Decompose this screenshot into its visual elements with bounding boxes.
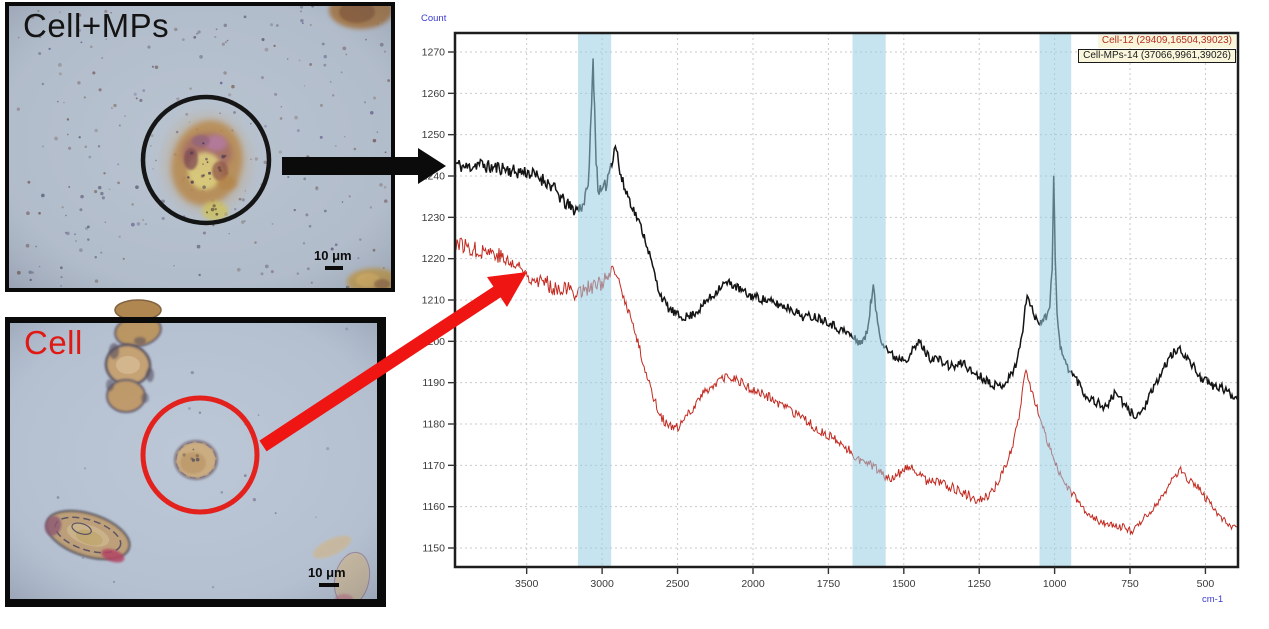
raman-chart: Count 1270 1260 1250 1240 1230 1220 1210 1200 11… — [405, 0, 1269, 629]
micrograph-cell-mps-panel: Cell+MPs 10 μm — [5, 2, 395, 292]
micrograph-cell-image — [10, 323, 377, 599]
x-tick-label: 1250 — [968, 578, 992, 590]
panel-label-cell: Cell — [24, 324, 83, 361]
x-tick-label: 2000 — [741, 578, 765, 590]
y-tick-label: 1150 — [422, 542, 445, 554]
y-tick-label: 1160 — [422, 501, 445, 513]
y-tick-label: 1190 — [422, 377, 445, 389]
x-tick-label: 1500 — [892, 578, 916, 590]
y-tick-label: 1170 — [422, 460, 445, 472]
vignette — [10, 323, 377, 599]
x-tick-label: 1750 — [817, 578, 841, 590]
highlight-band — [577, 33, 612, 567]
raman-chart-svg: 1270 1260 1250 1240 1230 1220 1210 1200 1190 1180… — [422, 31, 1240, 590]
highlight-bands — [577, 33, 1072, 567]
y-tick-label: 1210 — [422, 294, 446, 306]
x-tick-label: 500 — [1197, 578, 1215, 590]
legend-entry-cell-mps-14: Cell-MPs-14 (37066,9961,39026) — [1078, 48, 1236, 63]
micrograph-cell-panel: Cell 10 μm — [5, 317, 386, 607]
y-tick-label: 1220 — [422, 253, 446, 265]
x-axis-unit: cm-1 — [1202, 594, 1224, 605]
y-tick-label: 1260 — [422, 88, 446, 100]
vignette — [9, 6, 391, 288]
panel-label-cell-mps: Cell+MPs — [23, 7, 170, 44]
x-tick-label: 3000 — [590, 578, 614, 590]
scale-bar-label: 10 μm — [308, 565, 346, 580]
y-tick-label: 1250 — [422, 129, 446, 141]
highlight-band — [1039, 33, 1072, 567]
x-tick-label: 3500 — [515, 578, 539, 590]
y-tick-label: 1270 — [422, 47, 446, 59]
x-tick-label: 2500 — [666, 578, 690, 590]
scale-bar — [319, 583, 339, 587]
x-tick-label: 750 — [1121, 578, 1139, 590]
y-tick-label: 1180 — [422, 418, 445, 430]
legend-entry-cell-12: Cell-12 (29409,16504,39023) — [1097, 35, 1236, 48]
x-tick-label: 1000 — [1043, 578, 1067, 590]
y-tick-label: 1240 — [422, 170, 446, 182]
y-tick-label: 1230 — [422, 212, 446, 224]
scale-bar-label: 10 μm — [314, 248, 352, 263]
highlight-band — [852, 33, 886, 567]
y-tick-label: 1200 — [422, 336, 446, 348]
y-axis-title: Count — [421, 13, 447, 24]
micrograph-cell-mps-image — [9, 6, 391, 288]
scale-bar — [325, 266, 343, 270]
chart-legend: Cell-12 (29409,16504,39023) Cell-MPs-14 … — [1078, 35, 1236, 63]
